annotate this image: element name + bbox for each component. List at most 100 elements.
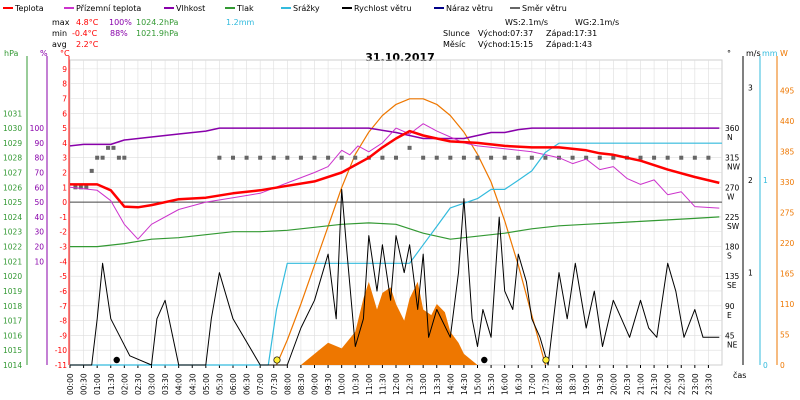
dir-tick-name: S bbox=[727, 252, 732, 261]
temp-tick: -8 bbox=[60, 317, 68, 326]
dir-tick-deg: 360 bbox=[725, 124, 740, 133]
x-tick-label: 00:30 bbox=[80, 373, 89, 395]
humidity-tick: 80 bbox=[34, 154, 44, 163]
pressure-line bbox=[70, 216, 720, 248]
wind-dir-point bbox=[448, 155, 453, 160]
unit-mm: mm bbox=[762, 49, 778, 58]
dir-tick-deg: 135 bbox=[725, 272, 740, 281]
solar-tick: 385 bbox=[780, 148, 795, 157]
wind-dir-point bbox=[111, 145, 116, 150]
solar-tick: 165 bbox=[780, 270, 795, 279]
x-tick-label: 15:00 bbox=[474, 373, 483, 395]
pressure-tick: 1018 bbox=[3, 302, 22, 311]
pressure-tick: 1025 bbox=[3, 198, 22, 207]
wind-dir-point bbox=[652, 155, 657, 160]
wind-dir-point bbox=[611, 155, 616, 160]
x-tick-label: 17:00 bbox=[528, 373, 537, 395]
x-tick-label: 08:30 bbox=[297, 373, 306, 395]
humidity-tick: 30 bbox=[34, 228, 44, 237]
x-tick-label: 16:00 bbox=[501, 373, 510, 395]
wind-dir-point bbox=[475, 155, 480, 160]
x-tick-label: 07:30 bbox=[270, 373, 279, 395]
wind-dir-point bbox=[298, 155, 303, 160]
x-tick-label: 18:30 bbox=[569, 373, 578, 395]
x-tick-label: 06:00 bbox=[229, 373, 238, 395]
stats-block: max 4.8°C 100% 1024.2hPa 1.2mm min -0.4°… bbox=[52, 18, 619, 49]
temp-tick: -7 bbox=[60, 302, 68, 311]
solar-tick: 495 bbox=[780, 87, 795, 96]
wind-dir-point bbox=[502, 155, 507, 160]
stats-max-temp: 4.8°C bbox=[76, 18, 99, 27]
chart-title: 31.10.2017 bbox=[365, 51, 435, 64]
temperature-line bbox=[70, 129, 720, 209]
wind-dir-point bbox=[461, 155, 466, 160]
humidity-tick: 90 bbox=[34, 139, 44, 148]
x-tick-label: 22:30 bbox=[677, 373, 686, 395]
x-tick-label: 06:30 bbox=[243, 373, 252, 395]
wind-dir-point bbox=[353, 155, 358, 160]
temp-tick: -3 bbox=[60, 243, 68, 252]
sunrise-marker bbox=[273, 356, 281, 364]
pressure-tick: 1020 bbox=[3, 272, 22, 281]
x-tick-label: 07:00 bbox=[256, 373, 265, 395]
pressure-tick: 1016 bbox=[3, 331, 22, 340]
wind-dir-point bbox=[271, 155, 276, 160]
stats-min-press: 1021.9hPa bbox=[136, 29, 179, 38]
wind-dir-point bbox=[597, 155, 602, 160]
temp-tick: 3 bbox=[62, 154, 67, 163]
stats-max-press: 1024.2hPa bbox=[136, 18, 179, 27]
temp-tick: 0 bbox=[62, 198, 67, 207]
pressure-tick: 1030 bbox=[3, 124, 22, 133]
solar-tick: 55 bbox=[780, 331, 790, 340]
wind-dir-point bbox=[122, 155, 127, 160]
sunset-marker bbox=[542, 356, 550, 364]
unit-degree: ° bbox=[727, 49, 731, 58]
wind-dir-point bbox=[706, 155, 711, 160]
wind-dir-point bbox=[326, 155, 331, 160]
temp-tick: -6 bbox=[60, 287, 68, 296]
x-tick-label: 13:00 bbox=[419, 373, 428, 395]
x-tick-label: 12:30 bbox=[406, 373, 415, 395]
temp-tick: 4 bbox=[62, 139, 67, 148]
unit-ms: m/s bbox=[746, 49, 761, 58]
wind-dir-point bbox=[73, 185, 78, 190]
humidity-tick: 10 bbox=[34, 257, 44, 266]
y-axes: 1031103010291028102710261025102410231022… bbox=[3, 56, 795, 370]
unit-percent: % bbox=[40, 49, 48, 58]
wind-dir-point bbox=[78, 185, 83, 190]
wind-dir-point bbox=[244, 155, 249, 160]
wind-dir-point bbox=[100, 155, 105, 160]
humidity-line bbox=[69, 127, 720, 147]
x-tick-label: 02:30 bbox=[134, 373, 143, 395]
dir-tick-name: N bbox=[727, 133, 733, 142]
pressure-tick: 1014 bbox=[3, 361, 22, 370]
x-tick-label: 04:00 bbox=[175, 373, 184, 395]
legend: Teplota Přízemní teplota Vlhkost Tlak Srážky… bbox=[3, 4, 567, 13]
stats-max-hum: 100% bbox=[109, 18, 132, 27]
x-tick-label: 11:30 bbox=[378, 373, 387, 395]
solar-tick: 330 bbox=[780, 178, 795, 187]
dir-tick-deg: 45 bbox=[725, 331, 735, 340]
temp-tick: 7 bbox=[62, 94, 67, 103]
rain-tick: 1 bbox=[763, 176, 768, 185]
pressure-tick: 1019 bbox=[3, 287, 22, 296]
wind-dir-point bbox=[421, 155, 426, 160]
humidity-tick: 50 bbox=[34, 198, 44, 207]
solar-tick: 275 bbox=[780, 209, 795, 218]
x-tick-label: 05:30 bbox=[215, 373, 224, 395]
wind-dir-point bbox=[665, 155, 670, 160]
stats-min-temp: -0.4°C bbox=[72, 29, 98, 38]
wind-dir-point bbox=[407, 145, 412, 150]
unit-w: W bbox=[780, 49, 788, 58]
solar-measured-area bbox=[300, 281, 478, 365]
pressure-tick: 1026 bbox=[3, 183, 22, 192]
wind-tick: 3 bbox=[748, 84, 753, 93]
ground-temp-line bbox=[69, 123, 720, 240]
temp-tick: -5 bbox=[60, 272, 68, 281]
wind-dir-point bbox=[231, 155, 235, 160]
humidity-tick: 20 bbox=[34, 243, 44, 252]
wind-dir-point bbox=[285, 155, 290, 160]
pressure-tick: 1022 bbox=[3, 243, 22, 252]
x-tick-label: 03:00 bbox=[148, 373, 157, 395]
wind-tick: 1 bbox=[748, 269, 753, 278]
